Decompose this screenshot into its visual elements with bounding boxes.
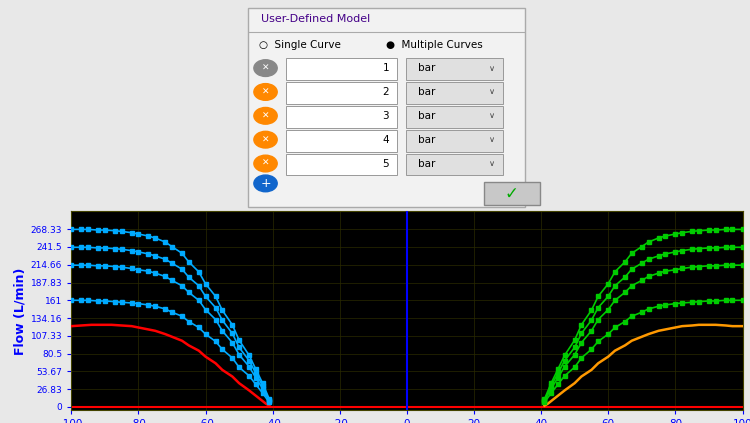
FancyBboxPatch shape <box>286 82 398 104</box>
FancyBboxPatch shape <box>406 82 502 104</box>
Text: ∨: ∨ <box>489 159 495 168</box>
Circle shape <box>254 131 278 148</box>
Circle shape <box>254 84 278 100</box>
Text: +: + <box>260 177 271 190</box>
FancyBboxPatch shape <box>406 130 502 151</box>
Text: bar: bar <box>419 135 436 145</box>
FancyBboxPatch shape <box>286 130 398 151</box>
Text: 1: 1 <box>382 63 389 73</box>
Text: bar: bar <box>419 87 436 97</box>
Text: ✕: ✕ <box>262 63 269 73</box>
Text: 2: 2 <box>382 87 389 97</box>
Text: ✕: ✕ <box>262 111 269 120</box>
Text: ✓: ✓ <box>505 184 519 203</box>
Text: ∨: ∨ <box>489 63 495 73</box>
Text: bar: bar <box>419 159 436 168</box>
Text: 3: 3 <box>382 111 389 121</box>
Text: ✕: ✕ <box>262 135 269 144</box>
Circle shape <box>254 155 278 172</box>
Circle shape <box>254 107 278 124</box>
FancyBboxPatch shape <box>484 182 540 205</box>
FancyBboxPatch shape <box>406 58 502 80</box>
Text: ●  Multiple Curves: ● Multiple Curves <box>386 40 483 50</box>
FancyBboxPatch shape <box>286 58 398 80</box>
Circle shape <box>254 175 278 192</box>
Circle shape <box>254 60 278 77</box>
Text: ∨: ∨ <box>489 111 495 120</box>
FancyBboxPatch shape <box>406 106 502 128</box>
Text: ○  Single Curve: ○ Single Curve <box>259 40 340 50</box>
FancyBboxPatch shape <box>286 106 398 128</box>
Text: ✕: ✕ <box>262 88 269 96</box>
Text: bar: bar <box>419 63 436 73</box>
Text: ∨: ∨ <box>489 135 495 144</box>
FancyBboxPatch shape <box>248 8 525 207</box>
Text: ∨: ∨ <box>489 88 495 96</box>
FancyBboxPatch shape <box>406 154 502 176</box>
Text: ✕: ✕ <box>262 159 269 168</box>
Y-axis label: Flow (L/min): Flow (L/min) <box>13 267 26 354</box>
Text: bar: bar <box>419 111 436 121</box>
Text: User-Defined Model: User-Defined Model <box>261 14 370 25</box>
Text: 4: 4 <box>382 135 389 145</box>
Text: 5: 5 <box>382 159 389 168</box>
FancyBboxPatch shape <box>286 154 398 176</box>
